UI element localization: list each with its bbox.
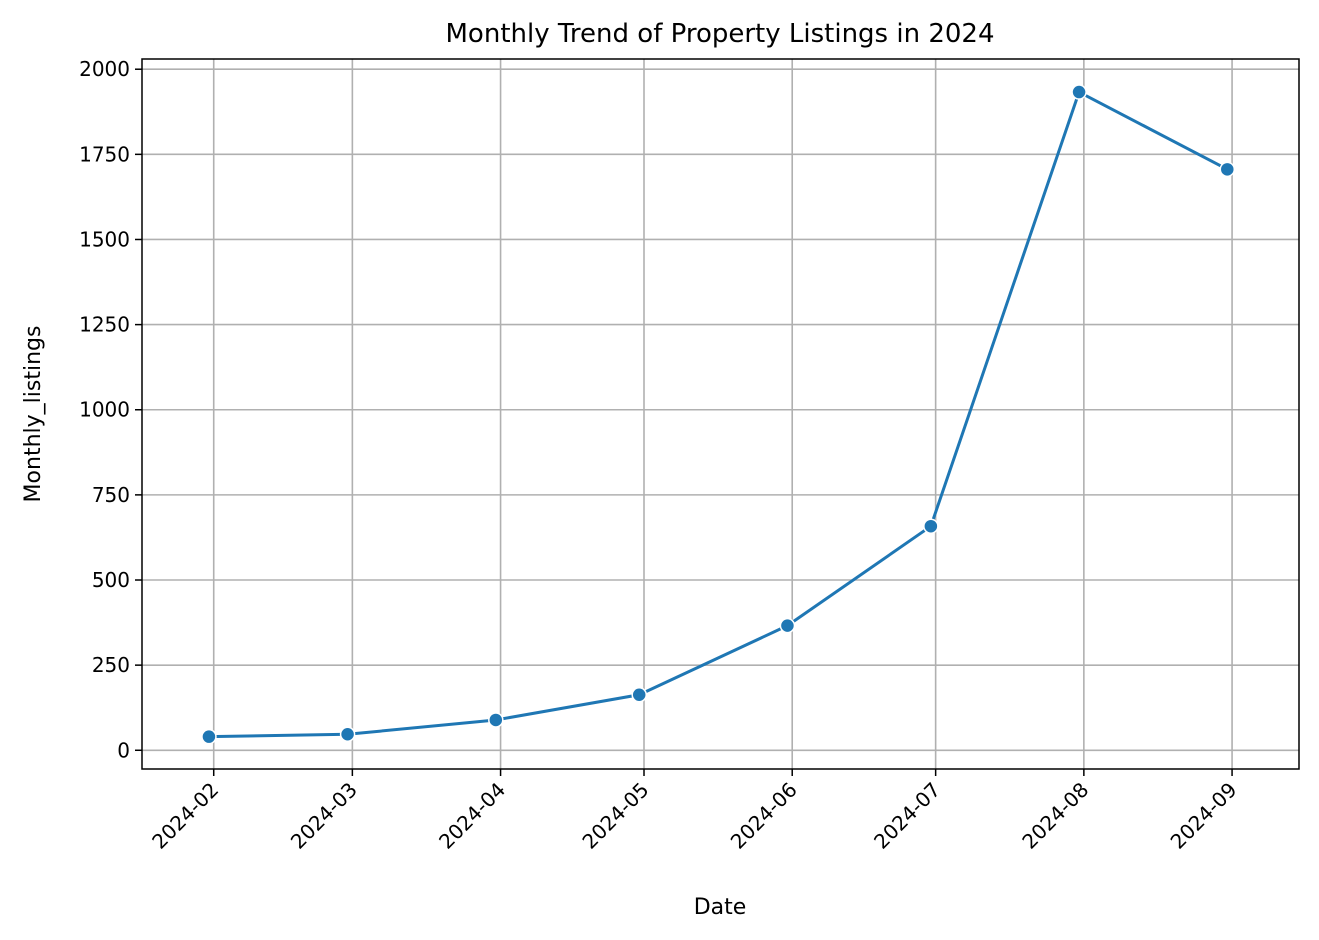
grid-lines — [142, 59, 1299, 769]
y-tick-label: 2000 — [79, 57, 130, 81]
x-tick-label: 2024-03 — [286, 778, 362, 854]
y-tick-label: 750 — [92, 483, 130, 507]
y-axis-label: Monthly_listings — [21, 326, 46, 503]
y-axis: 0 250 500 750 1000 1250 1500 1750 2000 — [79, 57, 142, 762]
chart-title: Monthly Trend of Property Listings in 20… — [446, 19, 995, 49]
x-axis: 2024-02 2024-03 2024-04 2024-05 2024-06 2024-… — [147, 769, 1242, 854]
data-point — [201, 728, 217, 745]
y-tick-label: 1500 — [79, 227, 130, 251]
series-line — [208, 90, 1228, 739]
y-tick-label: 500 — [92, 568, 130, 592]
x-tick-label: 2024-07 — [869, 778, 945, 854]
data-point — [923, 518, 939, 534]
data-point — [1219, 161, 1236, 178]
data-point — [779, 617, 796, 634]
y-tick-label: 250 — [92, 653, 130, 677]
data-point — [1071, 84, 1087, 100]
x-tick-label: 2024-04 — [434, 778, 510, 854]
data-point — [631, 687, 647, 703]
y-tick-label: 1250 — [79, 313, 130, 337]
data-point — [339, 726, 356, 743]
x-tick-label: 2024-08 — [1017, 778, 1093, 854]
x-tick-label: 2024-02 — [147, 778, 223, 854]
plot-frame — [141, 58, 1300, 770]
y-tick-label: 1750 — [79, 142, 130, 166]
y-tick-label: 1000 — [79, 398, 130, 422]
x-tick-label: 2024-06 — [726, 778, 802, 854]
data-point — [488, 712, 504, 728]
x-tick-label: 2024-05 — [577, 778, 653, 854]
x-axis-label: Date — [694, 895, 747, 920]
y-tick-label: 0 — [117, 738, 130, 762]
x-tick-label: 2024-09 — [1166, 778, 1242, 854]
series-layer — [201, 84, 1236, 745]
